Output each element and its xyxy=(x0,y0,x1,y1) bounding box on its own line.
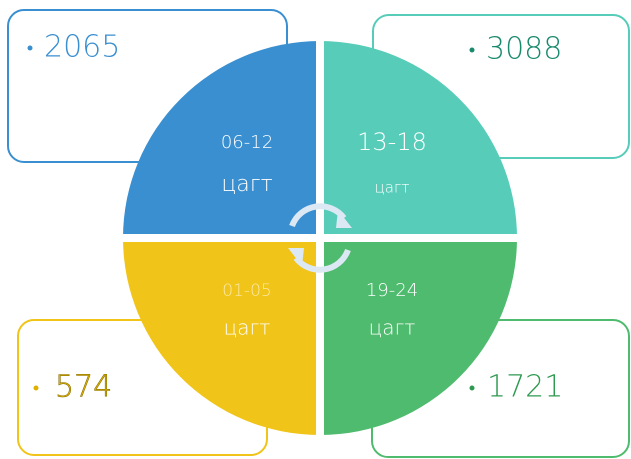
quadrant xyxy=(320,41,517,238)
unit: цагт xyxy=(221,172,272,197)
hours: 13-18 xyxy=(357,128,427,156)
value: 2065 xyxy=(44,30,120,65)
quadrant xyxy=(123,238,320,435)
value: 1721 xyxy=(487,370,563,405)
bullet xyxy=(27,45,33,51)
quadrant xyxy=(123,41,320,238)
bullet xyxy=(33,385,39,391)
bullet xyxy=(469,47,475,53)
arrow-head xyxy=(288,248,304,266)
quadrant xyxy=(320,238,517,435)
arrow-head xyxy=(336,210,352,228)
hours: 01-05 xyxy=(222,281,271,301)
unit: цагт xyxy=(224,316,271,340)
value: 574 xyxy=(55,370,112,405)
unit: цагт xyxy=(374,179,409,197)
hours: 06-12 xyxy=(221,132,273,153)
unit: цагт xyxy=(369,316,416,340)
bullet xyxy=(469,385,475,391)
value: 3088 xyxy=(486,32,562,67)
hours: 19-24 xyxy=(366,280,418,301)
